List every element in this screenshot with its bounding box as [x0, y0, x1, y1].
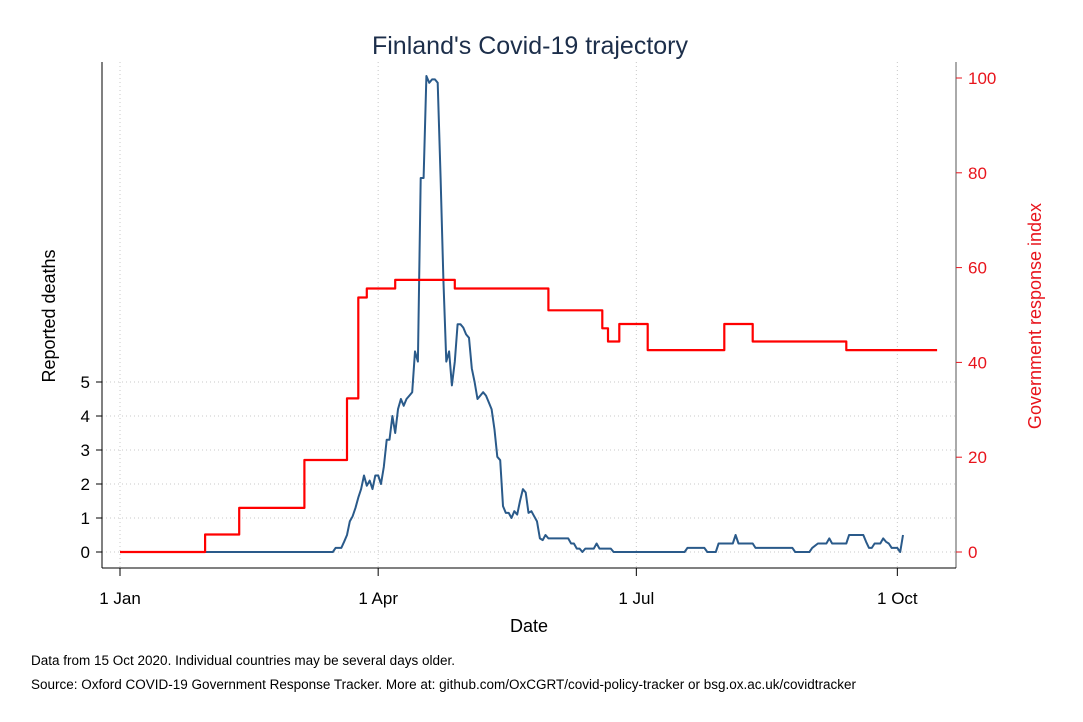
x-tick-label: 1 Jan	[99, 589, 141, 608]
right-tick-label: 80	[968, 164, 987, 183]
y-axis-label-left: Reported deaths	[39, 249, 59, 382]
left-tick-label: 2	[81, 475, 90, 494]
x-axis-ticks: 1 Jan 1 Apr 1 Jul 1 Oct	[99, 568, 918, 608]
data-date-note: Data from 15 Oct 2020. Individual countr…	[31, 653, 455, 668]
right-axis-ticks: 0 20 40 60 80 100	[956, 69, 996, 562]
left-tick-label: 4	[81, 407, 90, 426]
x-axis-label: Date	[510, 616, 548, 636]
left-tick-label: 5	[81, 373, 90, 392]
x-tick-label: 1 Oct	[877, 589, 918, 608]
chart-title: Finland's Covid-19 trajectory	[372, 32, 689, 60]
axes	[101, 62, 957, 569]
chart: Finland's Covid-19 trajectory 0 1 2 3 4 5 0 20…	[39, 32, 1045, 636]
left-tick-label: 3	[81, 441, 90, 460]
right-tick-label: 0	[968, 543, 977, 562]
right-tick-label: 60	[968, 259, 987, 278]
left-tick-label: 0	[81, 543, 90, 562]
series-layer	[120, 75, 938, 554]
y-axis-label-right: Government response index	[1025, 203, 1045, 429]
grid	[102, 62, 956, 570]
source-note: Source: Oxford COVID-19 Government Respo…	[31, 677, 857, 692]
right-tick-label: 20	[968, 448, 987, 467]
x-tick-label: 1 Apr	[358, 589, 398, 608]
left-axis-ticks: 0 1 2 3 4 5	[81, 373, 102, 562]
x-tick-label: 1 Jul	[618, 589, 654, 608]
series-line-deaths	[120, 75, 904, 553]
left-tick-label: 1	[81, 509, 90, 528]
right-tick-label: 100	[968, 69, 996, 88]
right-tick-label: 40	[968, 353, 987, 372]
series-line-response-index	[120, 278, 938, 554]
